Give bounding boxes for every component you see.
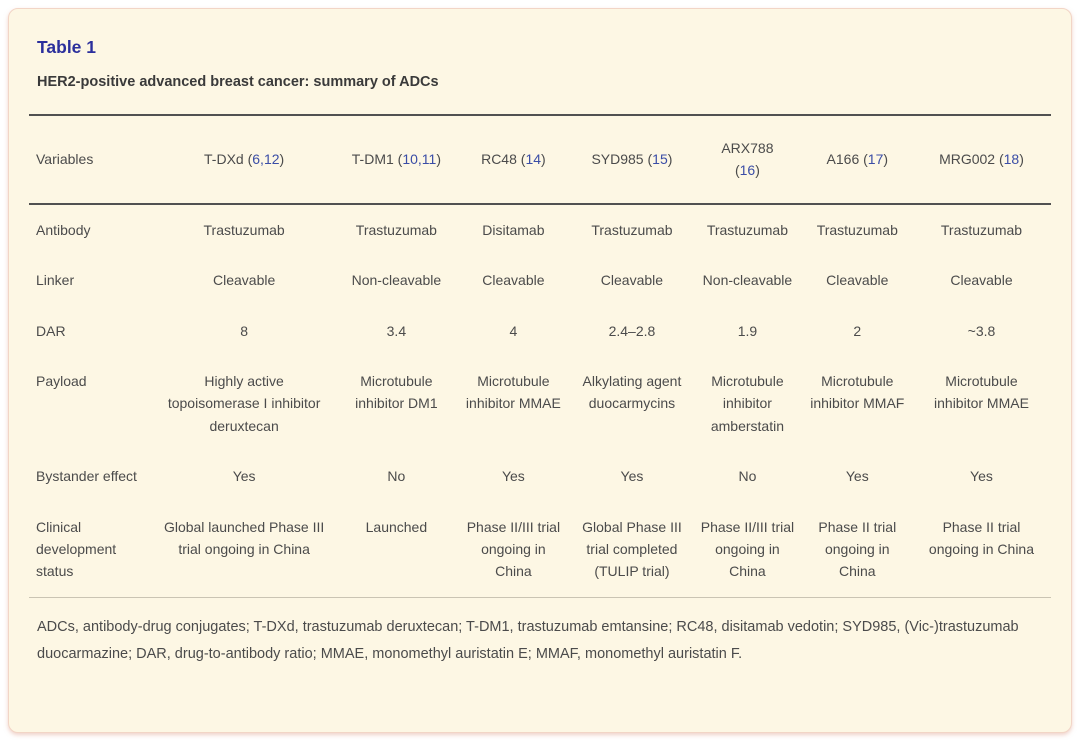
citation-link[interactable]: 16 — [739, 162, 756, 179]
header-text: ) — [755, 162, 760, 179]
table-cell: 8 — [240, 322, 249, 339]
row-label: Clinical development status — [36, 518, 117, 580]
column-header-mrg002: MRG002 (18) — [912, 115, 1051, 204]
table-cell: No — [387, 468, 406, 485]
table-cell: Phase II trial ongoing in China — [818, 518, 897, 580]
table-cell: Yes — [620, 468, 644, 485]
table-cell: Trastuzumab — [706, 221, 789, 238]
header-text: ) — [279, 151, 285, 168]
column-header-a166: A166 (17) — [803, 115, 912, 204]
header-text: MRG002 ( — [939, 151, 1004, 168]
table-cell: Trastuzumab — [203, 221, 285, 238]
header-text: ARX788 — [721, 140, 774, 156]
citation-link[interactable]: 18 — [1003, 151, 1020, 168]
column-header-rc48: RC48 (14) — [455, 115, 572, 204]
table-cell: Cleavable — [212, 272, 276, 289]
row-label: Antibody — [36, 221, 91, 238]
table-cell: Yes — [845, 468, 869, 485]
adc-summary-table: Variables T-DXd (6,12) T-DM1 (10,11) RC48 (… — [29, 114, 1051, 598]
row-label: Linker — [36, 272, 75, 289]
header-text: Variables — [36, 151, 94, 168]
header-row: Variables T-DXd (6,12) T-DM1 (10,11) RC48 (… — [29, 115, 1051, 204]
table-cell: 2 — [853, 322, 862, 339]
header-text: ) — [883, 151, 889, 168]
table-cell: No — [738, 468, 757, 485]
table-cell: Cleavable — [826, 272, 889, 289]
header-text: T-DXd ( — [204, 151, 253, 168]
row-label: DAR — [36, 322, 66, 339]
table-row: Linker Cleavable Non-cleavable Cleavable Cle… — [29, 255, 1051, 305]
table-cell: Cleavable — [600, 272, 664, 289]
citation-link[interactable]: 15 — [652, 151, 668, 168]
column-header-t-dm1: T-DM1 (10,11) — [338, 115, 456, 204]
table-title: Table 1 — [37, 37, 97, 57]
header-text: ) — [667, 151, 673, 168]
table-cell: Microtubule inhibitor MMAE — [465, 372, 561, 412]
table-cell: Yes — [232, 468, 256, 485]
header-text: T-DM1 ( — [351, 151, 403, 168]
header-text: ) — [541, 151, 546, 168]
table-cell: Yes — [501, 468, 525, 485]
table-cell: Non-cleavable — [702, 272, 793, 289]
column-header-syd985: SYD985 (15) — [572, 115, 693, 204]
table-cell: 2.4–2.8 — [608, 322, 656, 339]
citation-link[interactable]: 17 — [867, 151, 884, 168]
table-cell: Microtubule inhibitor amberstatin — [710, 372, 784, 434]
table-cell: Cleavable — [482, 272, 545, 289]
column-header-variables: Variables — [29, 115, 151, 204]
table-cell: Yes — [970, 468, 993, 485]
table-row: Payload Highly active topoisomerase I inh… — [29, 356, 1051, 451]
row-label: Bystander effect — [36, 468, 137, 485]
table-cell: Highly active topoisomerase I inhibitor … — [167, 372, 321, 434]
citation-link[interactable]: 14 — [525, 151, 542, 168]
table-cell: Phase II/III trial ongoing in China — [466, 518, 561, 580]
table-row: DAR 8 3.4 4 2.4–2.8 1.9 2 ~3.8 — [29, 306, 1051, 356]
table-cell: 1.9 — [737, 322, 758, 339]
table-cell: Global Phase III trial completed (TULIP … — [582, 518, 682, 580]
header-text: SYD985 ( — [591, 151, 653, 168]
table-cell: Microtubule inhibitor MMAE — [934, 372, 1029, 412]
table-cell: Global launched Phase III trial ongoing … — [163, 518, 325, 557]
table-cell: Launched — [365, 518, 428, 535]
table-subtitle: HER2-positive advanced breast cancer: su… — [37, 74, 439, 90]
header-text: ) — [436, 151, 441, 168]
table-card: Table 1 HER2-positive advanced breast ca… — [8, 8, 1072, 733]
table-cell: Phase II/III trial ongoing in China — [700, 518, 795, 580]
row-label: Payload — [36, 372, 87, 389]
table-cell: Microtubule inhibitor DM1 — [355, 372, 438, 412]
citation-link[interactable]: 6,12 — [252, 151, 280, 168]
table-body: Antibody Trastuzumab Trastuzumab Disitamab T… — [29, 204, 1051, 598]
table-cell: Trastuzumab — [816, 221, 898, 238]
column-header-t-dxd: T-DXd (6,12) — [151, 115, 338, 204]
citation-link[interactable]: 10,11 — [402, 151, 437, 168]
table-cell: Alkylating agent duocarmycins — [582, 372, 682, 412]
table-cell: Non-cleavable — [351, 272, 442, 289]
table-cell: Cleavable — [950, 272, 1013, 289]
table-row: Bystander effect Yes No Yes Yes No Yes Yes — [29, 451, 1051, 501]
table-row: Clinical development status Global launch… — [29, 502, 1051, 598]
header-text: ( — [734, 162, 740, 179]
table-cell: Microtubule inhibitor MMAF — [810, 372, 905, 412]
table-footnote: ADCs, antibody-drug conjugates; T-DXd, t… — [37, 618, 1019, 662]
table-cell: Trastuzumab — [940, 221, 1023, 238]
header-text: ) — [1019, 151, 1024, 168]
table-cell: 4 — [509, 322, 518, 339]
table-row: Antibody Trastuzumab Trastuzumab Disitamab T… — [29, 204, 1051, 255]
header-text: A166 ( — [826, 151, 868, 168]
table-cell: Phase II trial ongoing in China — [928, 518, 1035, 557]
table-cell: Disitamab — [482, 221, 545, 238]
table-cell: Trastuzumab — [591, 221, 673, 238]
table-cell: Trastuzumab — [355, 221, 437, 238]
table-cell: ~3.8 — [967, 322, 996, 339]
header-text: RC48 ( — [481, 151, 526, 168]
column-header-arx788: ARX788 (16) — [692, 115, 802, 204]
table-cell: 3.4 — [386, 322, 407, 339]
